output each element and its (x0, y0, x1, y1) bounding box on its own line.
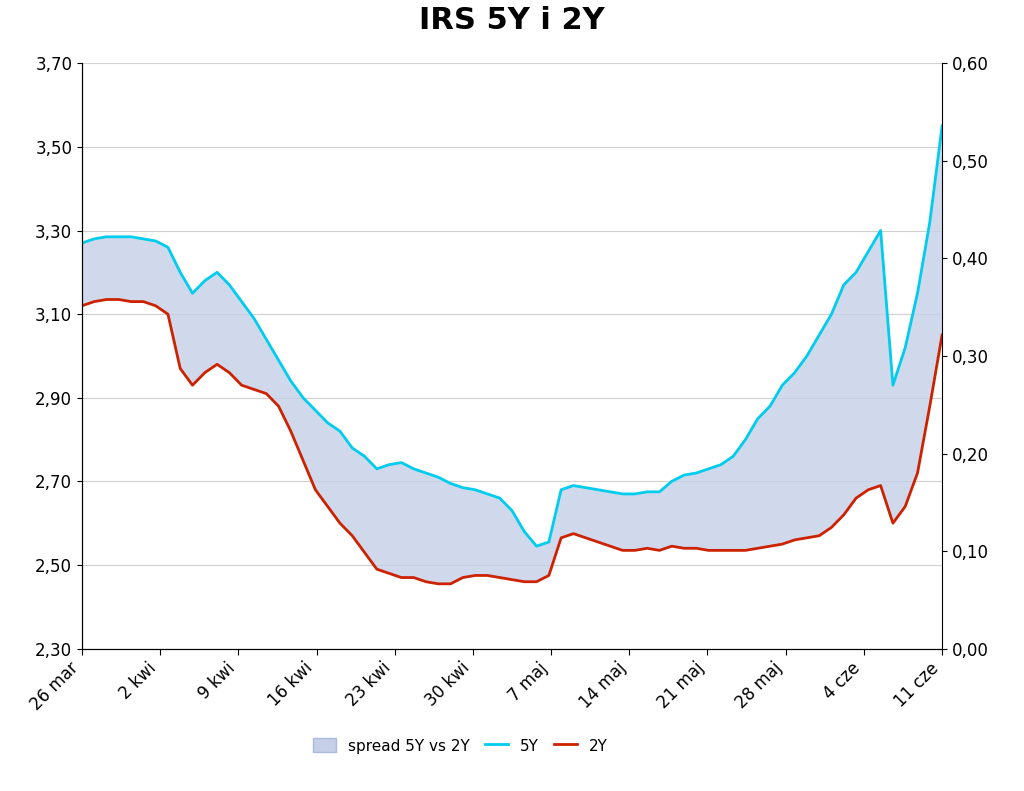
Title: IRS 5Y i 2Y: IRS 5Y i 2Y (419, 6, 605, 35)
Legend: spread 5Y vs 2Y, 5Y, 2Y: spread 5Y vs 2Y, 5Y, 2Y (306, 732, 614, 759)
